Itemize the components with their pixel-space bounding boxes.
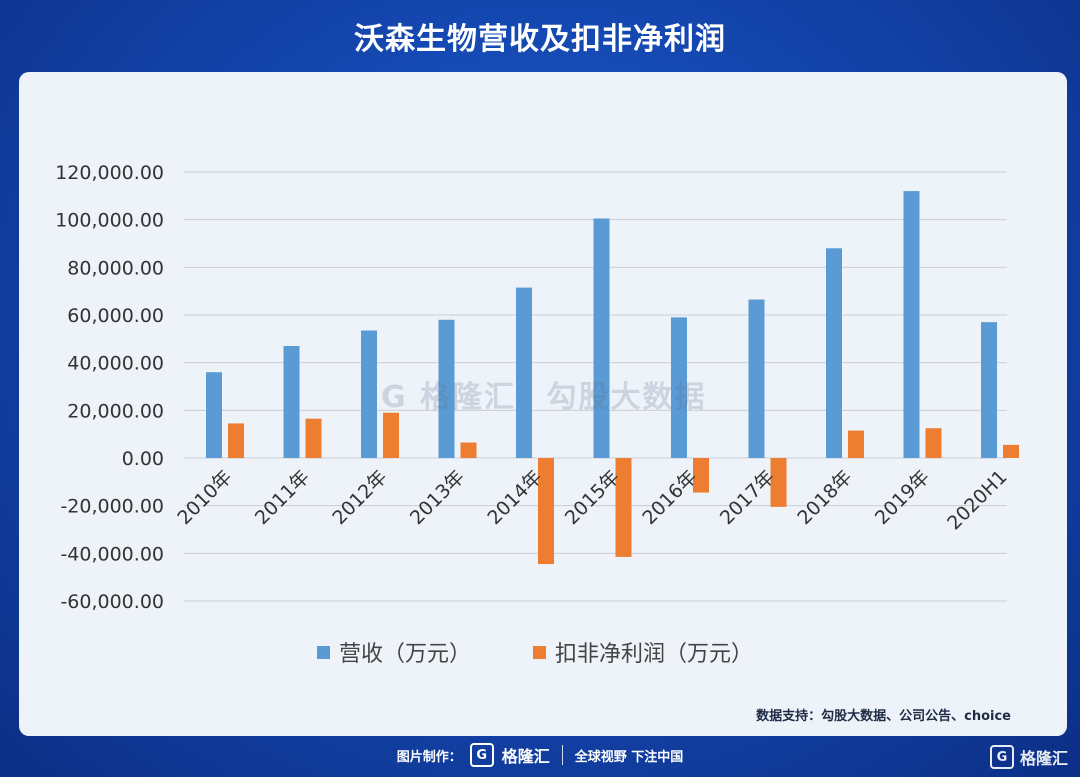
bar-chart: 120,000.00 100,000.00 80,000.00 60,000.00 40…: [55, 162, 1019, 667]
bar-revenue: [981, 322, 997, 458]
y-tick-label: -20,000.00: [60, 496, 164, 518]
x-tick-label: 2013年: [406, 466, 469, 529]
x-tick-label: 2010年: [173, 466, 236, 529]
x-tick-label: 2011年: [251, 466, 314, 529]
legend-label: 扣非净利润（万元）: [555, 642, 753, 667]
chart-title: 沃森生物营收及扣非净利润: [354, 22, 726, 57]
bar-net-profit: [848, 430, 864, 458]
y-tick-label: 20,000.00: [67, 400, 164, 422]
x-tick-label: 2015年: [561, 466, 624, 529]
y-tick-label: 100,000.00: [55, 210, 164, 232]
y-tick-label: 120,000.00: [55, 162, 164, 184]
bar-revenue: [516, 287, 532, 458]
footer-divider: [561, 745, 563, 765]
x-tick-label: 2018年: [793, 466, 856, 529]
footer-brand: 格隆汇: [501, 747, 550, 766]
x-tick-label: 2017年: [716, 466, 779, 529]
bar-revenue: [438, 319, 455, 458]
watermark-logo: G: [381, 380, 408, 415]
bar-revenue: [826, 248, 842, 458]
y-tick-label: -60,000.00: [60, 591, 164, 613]
bar-net-profit: [538, 458, 554, 565]
bar-revenue: [361, 330, 377, 458]
bar-net-profit: [925, 428, 942, 458]
bar-net-profit: [383, 412, 399, 458]
corner-logo: G 格隆汇: [989, 745, 1068, 769]
bar-revenue: [283, 345, 300, 458]
y-tick-label: 0.00: [122, 448, 164, 470]
footer-slogan: 全球视野 下注中国: [574, 749, 684, 765]
x-tick-label: 2012年: [328, 466, 391, 529]
footer: 图片制作： G 格隆汇 全球视野 下注中国: [0, 740, 1080, 770]
bar-revenue: [206, 372, 222, 458]
watermark-brand: 格隆汇: [420, 380, 517, 415]
bar-revenue: [903, 191, 920, 459]
bar-net-profit: [1003, 444, 1019, 458]
bar-net-profit: [460, 442, 477, 458]
y-tick-label: 80,000.00: [67, 257, 164, 279]
brand-logo-icon: G: [469, 743, 494, 767]
y-tick-label: 60,000.00: [67, 305, 164, 327]
bar-net-profit: [228, 423, 244, 458]
watermark-text: 勾股大数据: [546, 380, 707, 415]
bar-revenue: [748, 299, 765, 458]
watermark: G 格隆汇 勾股大数据: [381, 372, 707, 416]
x-tick-label: 2016年: [638, 466, 701, 529]
x-tick-label: 2019年: [871, 466, 934, 529]
footer-made-by: 图片制作：: [396, 749, 462, 765]
y-tick-label: 40,000.00: [67, 353, 164, 375]
legend-swatch: [533, 646, 546, 659]
bar-net-profit: [693, 458, 709, 493]
bar-revenue: [593, 218, 610, 458]
x-tick-label: 2020H1: [943, 466, 1011, 534]
bar-net-profit: [770, 458, 787, 507]
chart-card: 120,000.00 100,000.00 80,000.00 60,000.00 40…: [19, 72, 1067, 736]
y-tick-label: -40,000.00: [60, 543, 164, 565]
corner-brand: 格隆汇: [1019, 749, 1068, 768]
bar-net-profit: [305, 418, 322, 458]
legend-swatch: [317, 646, 330, 659]
x-tick-label: 2014年: [483, 466, 546, 529]
bar-revenue: [671, 317, 687, 458]
bar-net-profit: [615, 458, 632, 557]
corner-logo-icon: G: [989, 745, 1014, 769]
source-note: 数据支持：勾股大数据、公司公告、choice: [756, 709, 1011, 724]
legend-label: 营收（万元）: [339, 642, 471, 667]
